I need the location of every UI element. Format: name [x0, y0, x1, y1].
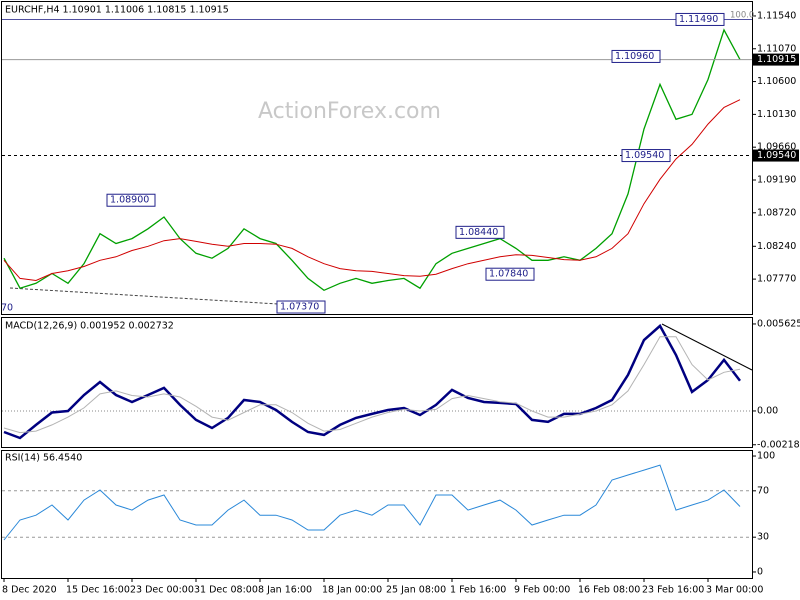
annotation-box	[675, 12, 725, 26]
y-tick-label: 1.09660	[757, 142, 796, 153]
y-tick-label: 30	[757, 532, 769, 543]
annotation-box	[611, 49, 661, 63]
y-tick-label: 1.07770	[757, 274, 796, 285]
series-line	[3, 323, 741, 440]
series-line	[3, 99, 741, 282]
annotation-label: 1.07840	[489, 269, 528, 280]
y-tick-label: 0.00	[757, 405, 778, 416]
cut-label: 70	[1, 303, 13, 314]
annotation-label: 1.10960	[615, 51, 654, 62]
x-tick-label: 9 Feb 00:00	[514, 585, 570, 596]
series-line	[3, 464, 741, 541]
y-tick-label: 1.10130	[757, 109, 796, 120]
x-tick-label: 25 Jan 08:00	[386, 585, 446, 596]
y-tick-label: 1.10600	[757, 76, 796, 87]
y-tick-label: -0.002185	[757, 439, 800, 450]
y-tick-label: 1.11540	[757, 10, 796, 21]
y-tick-label: 1.11070	[757, 43, 796, 54]
y-tick-label: 1.08240	[757, 241, 796, 252]
current-price-box	[753, 53, 799, 66]
annotation-label: 1.11490	[679, 14, 718, 25]
x-tick-label: 31 Dec 08:00	[194, 585, 258, 596]
y-tick-label: 1.08720	[757, 207, 796, 218]
y-tick-label: 1.09190	[757, 174, 796, 185]
annotation-box	[276, 300, 326, 314]
annotation-label: 1.09540	[625, 150, 664, 161]
annotation-label: 1.08900	[110, 195, 149, 206]
macd-title: MACD(12,26,9) 0.001952 0.002732	[5, 321, 174, 332]
x-tick-label: 8 Dec 2020	[2, 585, 57, 596]
y-tick-label: 100	[757, 451, 775, 462]
x-tick-label: 8 Jan 16:00	[258, 585, 312, 596]
macd-frame	[1, 317, 753, 448]
series-line	[3, 28, 741, 292]
annotation-box	[455, 225, 505, 239]
annotation-box	[485, 267, 535, 281]
current-price-label: 1.10915	[757, 54, 796, 65]
watermark: ActionForex.com	[258, 99, 441, 124]
x-tick-label: 16 Feb 08:00	[578, 585, 640, 596]
annotation-box	[621, 149, 671, 163]
x-tick-label: 18 Jan 00:00	[322, 585, 382, 596]
price-frame	[1, 1, 753, 315]
rsi-frame	[1, 450, 753, 579]
annotation-label: 1.07370	[280, 302, 319, 313]
x-tick-label: 1 Feb 16:00	[450, 585, 506, 596]
x-tick-label: 3 Mar 00:00	[706, 585, 763, 596]
fib-label: 100.0	[730, 11, 754, 21]
x-tick-label: 23 Feb 16:00	[642, 585, 704, 596]
y-tick-label: 70	[757, 485, 769, 496]
annotation-box	[106, 193, 156, 207]
level-box	[753, 149, 799, 162]
price-title: EURCHF,H4 1.10901 1.11006 1.10815 1.1091…	[5, 5, 229, 16]
series-line	[3, 336, 741, 434]
annotation-label: 1.08440	[459, 227, 498, 238]
y-tick-label: 0	[757, 566, 763, 577]
x-tick-label: 23 Dec 00:00	[130, 585, 194, 596]
macd-trend-line	[661, 323, 753, 371]
x-tick-label: 15 Dec 16:00	[66, 585, 130, 596]
level-label: 1.09540	[757, 150, 796, 161]
y-tick-label: 0.005625	[757, 318, 800, 329]
rsi-title: RSI(14) 56.4540	[5, 453, 82, 464]
